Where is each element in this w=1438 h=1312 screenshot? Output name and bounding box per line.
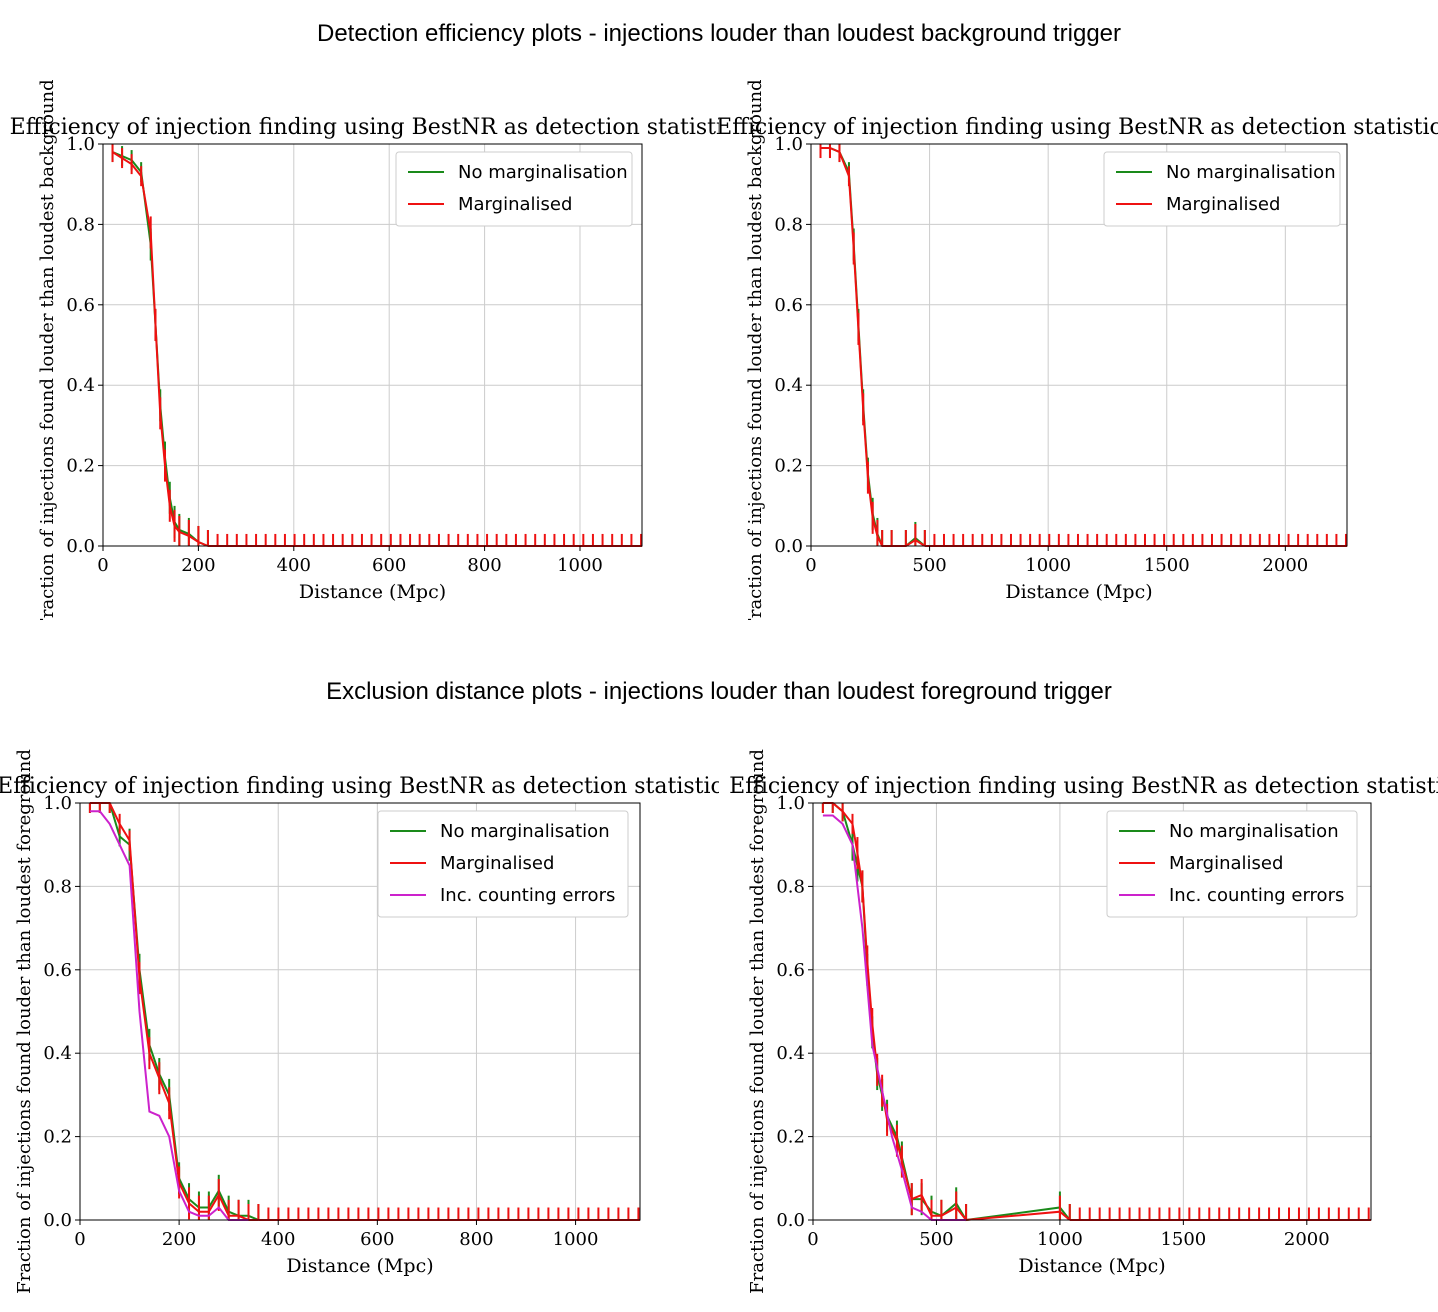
- y-tick-label: 1.0: [43, 793, 72, 814]
- x-tick-label: 600: [372, 555, 406, 576]
- y-tick-label: 0.8: [776, 876, 805, 897]
- x-tick-label: 400: [261, 1229, 295, 1250]
- x-tick-label: 1000: [557, 555, 603, 576]
- legend: No marginalisation Marginalised: [1103, 151, 1341, 227]
- series-line-1: [89, 802, 259, 1221]
- chart-title: Efficiency of injection finding using Be…: [729, 774, 1438, 799]
- y-tick-label: 0.0: [774, 536, 803, 557]
- y-tick-label: 0.2: [774, 456, 803, 477]
- legend: No marginalisation Marginalised: [395, 151, 633, 227]
- y-tick-label: 0.8: [66, 214, 95, 235]
- legend-box: [1103, 151, 1341, 227]
- y-tick-label: 0.2: [776, 1127, 805, 1148]
- x-tick-label: 0: [805, 555, 816, 576]
- y-tick-label: 0.0: [43, 1210, 72, 1231]
- axes-frame: [102, 143, 643, 547]
- x-tick-label: 0: [74, 1229, 85, 1250]
- y-axis-label: Fraction of injections found louder than…: [747, 749, 768, 1294]
- x-axis-label: Distance (Mpc): [286, 1255, 433, 1277]
- x-tick-label: 1500: [1160, 1229, 1206, 1250]
- chart-detection-right: 0 500 1000 1500 2000 0.0 0.2 0.4 0.6 0.8 1.0 Distan…: [719, 80, 1438, 620]
- x-tick-label: 1500: [1144, 555, 1190, 576]
- y-tick-label: 0.4: [776, 1043, 805, 1064]
- legend-label-0: No marginalisation: [458, 162, 628, 183]
- y-tick-label: 1.0: [776, 793, 805, 814]
- x-axis-label: Distance (Mpc): [299, 581, 446, 603]
- axes-frame: [812, 802, 1372, 1221]
- x-tick-label: 200: [181, 555, 215, 576]
- legend-label-0: No marginalisation: [1169, 821, 1339, 842]
- chart-title: Efficiency of injection finding using Be…: [10, 115, 719, 140]
- x-tick-label: 400: [277, 555, 311, 576]
- y-tick-label: 0.2: [66, 456, 95, 477]
- legend-label-2: Inc. counting errors: [440, 885, 615, 906]
- chart-detection-left: 0 200 400 600 800 1000 0.0 0.2 0.4 0.6 0.8 1.0 Dista…: [10, 80, 719, 620]
- chart-title: Efficiency of injection finding using Be…: [719, 115, 1438, 140]
- y-axis-label: Fraction of injections found louder than…: [745, 80, 766, 620]
- series-line-1: [111, 151, 209, 547]
- y-tick-label: 0.0: [776, 1210, 805, 1231]
- legend-box: [377, 810, 629, 918]
- y-tick-label: 0.6: [43, 960, 72, 981]
- series-line-2: [89, 810, 249, 1221]
- y-tick-label: 0.0: [66, 536, 95, 557]
- y-tick-label: 1.0: [774, 134, 803, 155]
- chart-exclusion-left: 0 200 400 600 800 1000 0.0 0.2 0.4 0.6 0.8 1.0 Dista…: [0, 749, 719, 1294]
- x-tick-label: 2000: [1284, 1229, 1330, 1250]
- legend-label-0: No marginalisation: [440, 821, 610, 842]
- x-axis-label: Distance (Mpc): [1018, 1255, 1165, 1277]
- y-tick-label: 0.8: [43, 876, 72, 897]
- y-tick-label: 0.8: [774, 214, 803, 235]
- axes-frame: [810, 143, 1348, 547]
- x-tick-label: 2000: [1262, 555, 1308, 576]
- y-tick-label: 0.4: [66, 375, 95, 396]
- y-tick-label: 0.4: [774, 375, 803, 396]
- section-title-exclusion: Exclusion distance plots - injections lo…: [326, 678, 1112, 705]
- legend-box: [395, 151, 633, 227]
- x-tick-label: 1000: [1037, 1229, 1083, 1250]
- y-tick-label: 1.0: [66, 134, 95, 155]
- legend-label-1: Marginalised: [1169, 853, 1283, 874]
- y-axis-label: Fraction of injections found louder than…: [14, 749, 35, 1294]
- x-tick-label: 800: [467, 555, 501, 576]
- x-tick-label: 500: [912, 555, 946, 576]
- x-tick-label: 500: [919, 1229, 953, 1250]
- legend-label-0: No marginalisation: [1166, 162, 1336, 183]
- x-tick-label: 200: [162, 1229, 196, 1250]
- legend: No marginalisation Marginalised Inc. count…: [1106, 810, 1358, 918]
- x-tick-label: 800: [459, 1229, 493, 1250]
- x-tick-label: 1000: [553, 1229, 599, 1250]
- chart-title: Efficiency of injection finding using Be…: [0, 774, 719, 799]
- x-tick-label: 0: [807, 1229, 818, 1250]
- y-tick-label: 0.2: [43, 1127, 72, 1148]
- y-tick-label: 0.6: [774, 295, 803, 316]
- legend-label-1: Marginalised: [1166, 194, 1280, 215]
- section-title-detection: Detection efficiency plots - injections …: [316, 20, 1122, 47]
- axes-frame: [79, 802, 641, 1221]
- y-tick-label: 0.4: [43, 1043, 72, 1064]
- y-tick-label: 0.6: [66, 295, 95, 316]
- x-axis-label: Distance (Mpc): [1005, 581, 1152, 603]
- y-axis-label: Fraction of injections found louder than…: [37, 80, 58, 620]
- legend-box: [1106, 810, 1358, 918]
- x-tick-label: 1000: [1025, 555, 1071, 576]
- y-tick-label: 0.6: [776, 960, 805, 981]
- legend-label-2: Inc. counting errors: [1169, 885, 1344, 906]
- chart-exclusion-right: 0 500 1000 1500 2000 0.0 0.2 0.4 0.6 0.8 1.0 Distan…: [729, 749, 1438, 1294]
- legend: No marginalisation Marginalised Inc. count…: [377, 810, 629, 918]
- x-tick-label: 600: [360, 1229, 394, 1250]
- x-tick-label: 0: [97, 555, 108, 576]
- legend-label-1: Marginalised: [458, 194, 572, 215]
- legend-label-1: Marginalised: [440, 853, 554, 874]
